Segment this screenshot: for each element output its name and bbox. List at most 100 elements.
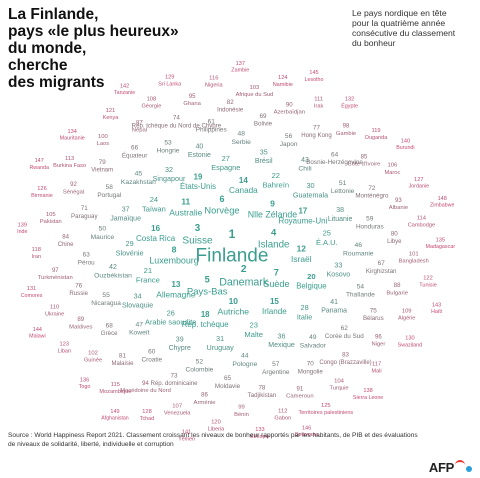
country-rank: 65 xyxy=(224,375,232,382)
country-entry: 84 Chine xyxy=(58,233,74,248)
country-rank: 47 xyxy=(136,321,144,328)
country-rank: 71 xyxy=(81,205,89,212)
country-name: Koweït xyxy=(129,330,150,337)
country-rank: 95 xyxy=(189,94,196,100)
country-rank: 78 xyxy=(258,384,265,391)
country-rank: 105 xyxy=(46,212,57,218)
country-rank: 124 xyxy=(278,75,288,81)
country-rank: 137 xyxy=(236,61,245,67)
country-name: Hongrie xyxy=(157,148,180,155)
country-rank: 94 xyxy=(142,381,149,387)
country-rank: 106 xyxy=(387,163,398,169)
country-name: Bangladesh xyxy=(399,259,429,265)
chart-subtitle: Le pays nordique en tête pour la quatriè… xyxy=(352,8,472,48)
country-entry: 90 Azerbaïdjan xyxy=(274,101,305,115)
country-name: Belgique xyxy=(296,282,326,291)
country-rank: 109 xyxy=(402,308,412,314)
country-rank: 70 xyxy=(307,361,315,368)
country-name: Madagascar xyxy=(425,244,455,250)
country-name: Guatemala xyxy=(293,190,328,199)
country-name: Luxembourg xyxy=(149,256,198,266)
country-name: Irlande xyxy=(262,307,287,316)
country-entry: 25É.A.U. xyxy=(316,229,338,247)
country-rank: 38 xyxy=(336,207,344,214)
country-rank: 108 xyxy=(147,96,157,102)
country-name: Italie xyxy=(297,312,312,321)
country-rank: 139 xyxy=(18,223,27,229)
country-rank: 140 xyxy=(401,138,410,144)
country-rank: 14 xyxy=(239,176,249,185)
country-name: Malawi xyxy=(29,334,45,340)
country-name: Ghana xyxy=(183,101,201,107)
country-name: Bénin xyxy=(234,412,249,418)
country-name: Arabie saoudite xyxy=(145,318,196,327)
country-name: Malte xyxy=(244,330,263,339)
country-name: É.A.U. xyxy=(316,238,338,247)
country-rank: 30 xyxy=(306,181,314,190)
country-rank: 89 xyxy=(77,316,84,323)
country-name: Hong Kong xyxy=(301,132,332,139)
country-rank: 120 xyxy=(211,420,221,426)
country-name: Libye xyxy=(387,239,402,245)
title-line: du monde, xyxy=(8,40,87,57)
country-rank: 91 xyxy=(297,386,304,392)
country-rank: 61 xyxy=(208,119,216,126)
country-rank: 53 xyxy=(164,139,172,146)
country-entry: 85 Côte d'Ivoire xyxy=(348,153,382,167)
country-rank: 55 xyxy=(102,292,110,299)
country-rank: 44 xyxy=(241,353,249,360)
country-name: Togo xyxy=(79,384,91,390)
country-name: France xyxy=(136,276,160,285)
country-entry: 109 Algérie xyxy=(398,308,415,321)
country-rank: 130 xyxy=(405,336,414,342)
country-entry: 104 Turquie xyxy=(329,378,348,391)
country-rank: 75 xyxy=(370,308,378,315)
country-rank: 5 xyxy=(205,275,210,285)
country-name: Pakistan xyxy=(40,219,62,225)
country-name: Singapour xyxy=(153,174,186,183)
country-name: Maurice xyxy=(91,234,115,241)
country-name: Swaziland xyxy=(398,343,423,349)
country-name: Costa Rica xyxy=(136,234,176,243)
country-entry: 6 Norvège xyxy=(204,194,239,216)
country-rank: 50 xyxy=(99,226,107,233)
country-name: Lituanie xyxy=(328,216,353,223)
country-entry: 47 Koweït xyxy=(129,321,150,336)
country-rank: 147 xyxy=(35,158,44,164)
country-name: Brésil xyxy=(255,157,273,165)
country-rank: 37 xyxy=(122,207,130,214)
country-rank: 16 xyxy=(151,224,160,233)
country-rank: 7 xyxy=(274,268,279,278)
country-name: Norvège xyxy=(204,206,239,216)
country-rank: 6 xyxy=(219,194,224,204)
country-rank: 39 xyxy=(176,336,184,343)
country-name: Afrique du Sud xyxy=(236,92,274,98)
country-name: Macédoine du Nord xyxy=(120,388,171,394)
country-name: Liban xyxy=(58,348,71,354)
country-rank: 115 xyxy=(111,382,120,388)
